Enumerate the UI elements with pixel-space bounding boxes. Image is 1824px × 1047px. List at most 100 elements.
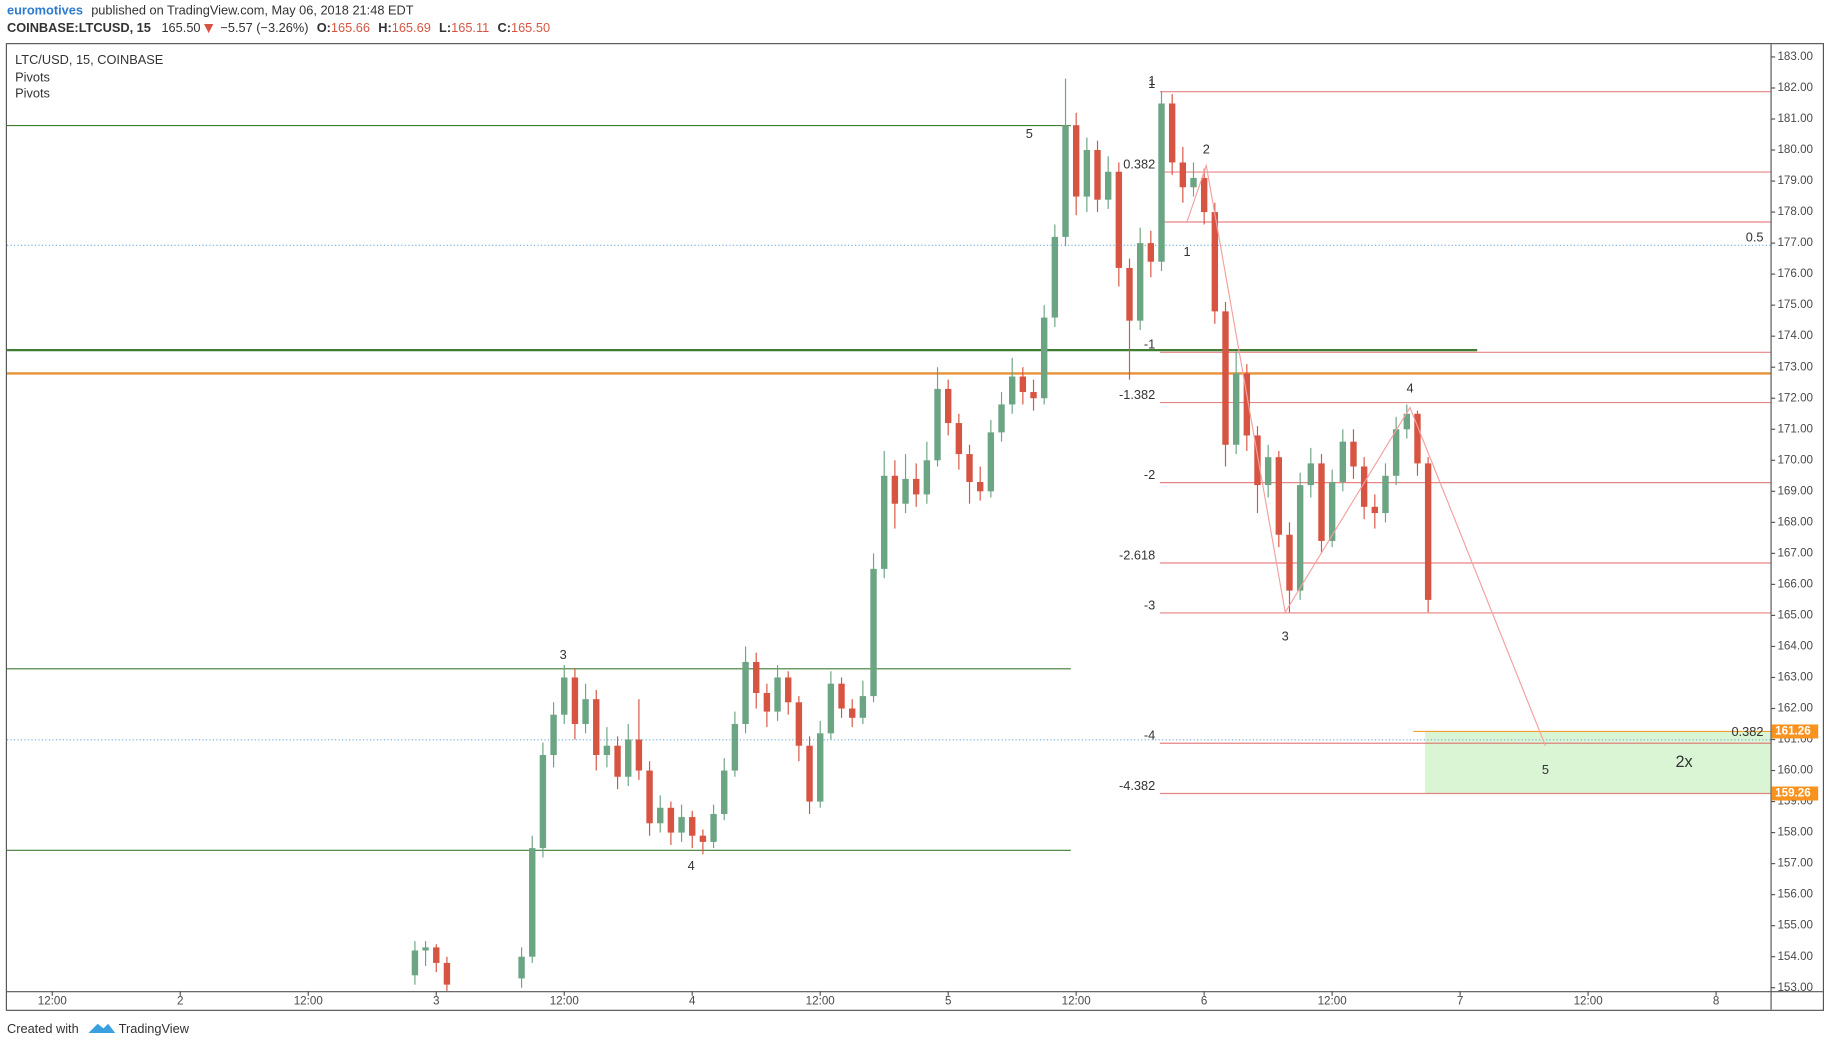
- x-tick-label: 8: [1713, 995, 1719, 1008]
- candle-body: [593, 699, 600, 756]
- candle-body: [1168, 103, 1176, 163]
- candle-body: [625, 739, 632, 777]
- fib-label: -4: [1144, 728, 1155, 743]
- candle-body: [1051, 236, 1059, 318]
- legend-study: Pivots: [15, 69, 50, 84]
- candle-body: [571, 677, 579, 725]
- candle-body: [678, 817, 685, 833]
- x-tick-label: 4: [689, 995, 696, 1008]
- y-tick-label: 172.00: [1777, 391, 1813, 404]
- price-tag-label: 159.26: [1775, 787, 1811, 800]
- candle-body: [721, 770, 728, 814]
- wave-label: 3: [560, 647, 567, 662]
- x-tick-label: 12:00: [806, 995, 836, 1008]
- wave-line: [1186, 163, 1546, 746]
- candle-body: [934, 388, 941, 461]
- close-value: 165.50: [511, 20, 550, 35]
- y-tick-label: 166.00: [1777, 577, 1813, 590]
- candle-body: [1243, 373, 1251, 436]
- candle-body: [923, 460, 931, 495]
- x-tick-label: 5: [945, 995, 951, 1008]
- candle-body: [657, 807, 664, 824]
- candle-body: [795, 702, 803, 746]
- y-tick-label: 179.00: [1777, 174, 1813, 187]
- candle-body: [806, 745, 813, 802]
- wave-label: 1: [1184, 244, 1191, 259]
- candle-body: [1136, 243, 1144, 321]
- down-arrow: [204, 23, 214, 34]
- x-tick-label: 12:00: [294, 995, 324, 1008]
- candle-body: [1094, 150, 1101, 200]
- y-tick-label: 157.00: [1777, 857, 1813, 870]
- x-tick-label: 7: [1457, 995, 1463, 1008]
- x-tick-label: 6: [1201, 995, 1207, 1008]
- x-tick-label: 2: [177, 995, 183, 1008]
- y-tick-label: 180.00: [1777, 143, 1813, 156]
- legend-study: Pivots: [15, 86, 50, 101]
- candle-body: [1019, 376, 1027, 393]
- candle-body: [1382, 475, 1389, 514]
- open-value: 165.66: [331, 20, 370, 35]
- candle-body: [1115, 171, 1123, 268]
- low-label: L:: [439, 20, 451, 35]
- candle-body: [518, 956, 525, 979]
- x-tick-label: 12:00: [38, 995, 68, 1008]
- x-tick-label: 12:00: [1318, 995, 1348, 1008]
- candle-body: [891, 475, 899, 504]
- high-value: 165.69: [392, 20, 431, 35]
- candle-body: [529, 848, 536, 957]
- fib-label: -3: [1144, 597, 1155, 612]
- footer-brand[interactable]: TradingView: [119, 1021, 190, 1036]
- y-tick-label: 168.00: [1777, 515, 1813, 528]
- candle-body: [1275, 457, 1283, 535]
- candle-body: [763, 692, 771, 712]
- candle-body: [1339, 441, 1347, 483]
- candle-body: [603, 745, 611, 756]
- y-tick-label: 160.00: [1777, 764, 1813, 777]
- candle-body: [742, 661, 749, 725]
- candle-body: [1147, 243, 1155, 262]
- y-tick-label: 154.00: [1777, 950, 1813, 963]
- candle-body: [1392, 429, 1400, 476]
- y-tick-label: 158.00: [1777, 826, 1813, 839]
- candle-body: [998, 404, 1005, 433]
- y-tick-label: 165.00: [1777, 608, 1813, 621]
- wave-label: 4: [1406, 380, 1413, 395]
- candle-body: [881, 475, 888, 569]
- candle-body: [689, 817, 696, 836]
- candle-body: [1190, 177, 1197, 188]
- candle-body: [635, 739, 643, 771]
- candle-body: [731, 724, 739, 771]
- candle-body: [1286, 534, 1293, 591]
- publisher[interactable]: euromotives: [7, 3, 83, 18]
- candle-body: [1222, 311, 1229, 445]
- candle-body: [433, 947, 440, 963]
- wave-label: 3: [1282, 629, 1289, 644]
- candle-body: [1104, 171, 1112, 200]
- candle-body: [1083, 150, 1091, 197]
- candle-body: [1403, 413, 1411, 430]
- y-tick-label: 175.00: [1777, 298, 1813, 311]
- open-label: O:: [317, 20, 331, 35]
- candle-body: [987, 432, 995, 492]
- symbol-line: COINBASE:LTCUSD, 15 165.50 −5.57 (−3.26%…: [7, 20, 550, 35]
- candle-body: [1062, 125, 1069, 237]
- y-tick-label: 171.00: [1777, 422, 1813, 435]
- y-tick-label: 174.00: [1777, 329, 1813, 342]
- target-label: 2x: [1676, 753, 1693, 771]
- y-tick-label: 156.00: [1777, 888, 1813, 901]
- published: published on TradingView.com, May 06, 20…: [91, 3, 414, 18]
- candle-body: [1040, 317, 1048, 399]
- y-tick-label: 183.00: [1777, 50, 1813, 63]
- candle-body: [1360, 466, 1368, 507]
- candle-body: [1371, 506, 1379, 514]
- candle-body: [1328, 482, 1336, 541]
- candle-body: [422, 947, 429, 951]
- axes: 153.00 154.00 155.00 156.00 157.00 158.00 159.…: [38, 50, 1819, 1008]
- y-tick-label: 170.00: [1777, 453, 1813, 466]
- candle-body: [827, 683, 835, 734]
- candle-body: [859, 696, 867, 718]
- wave-label: 5: [1026, 126, 1033, 141]
- wave-label: 2: [1203, 141, 1210, 156]
